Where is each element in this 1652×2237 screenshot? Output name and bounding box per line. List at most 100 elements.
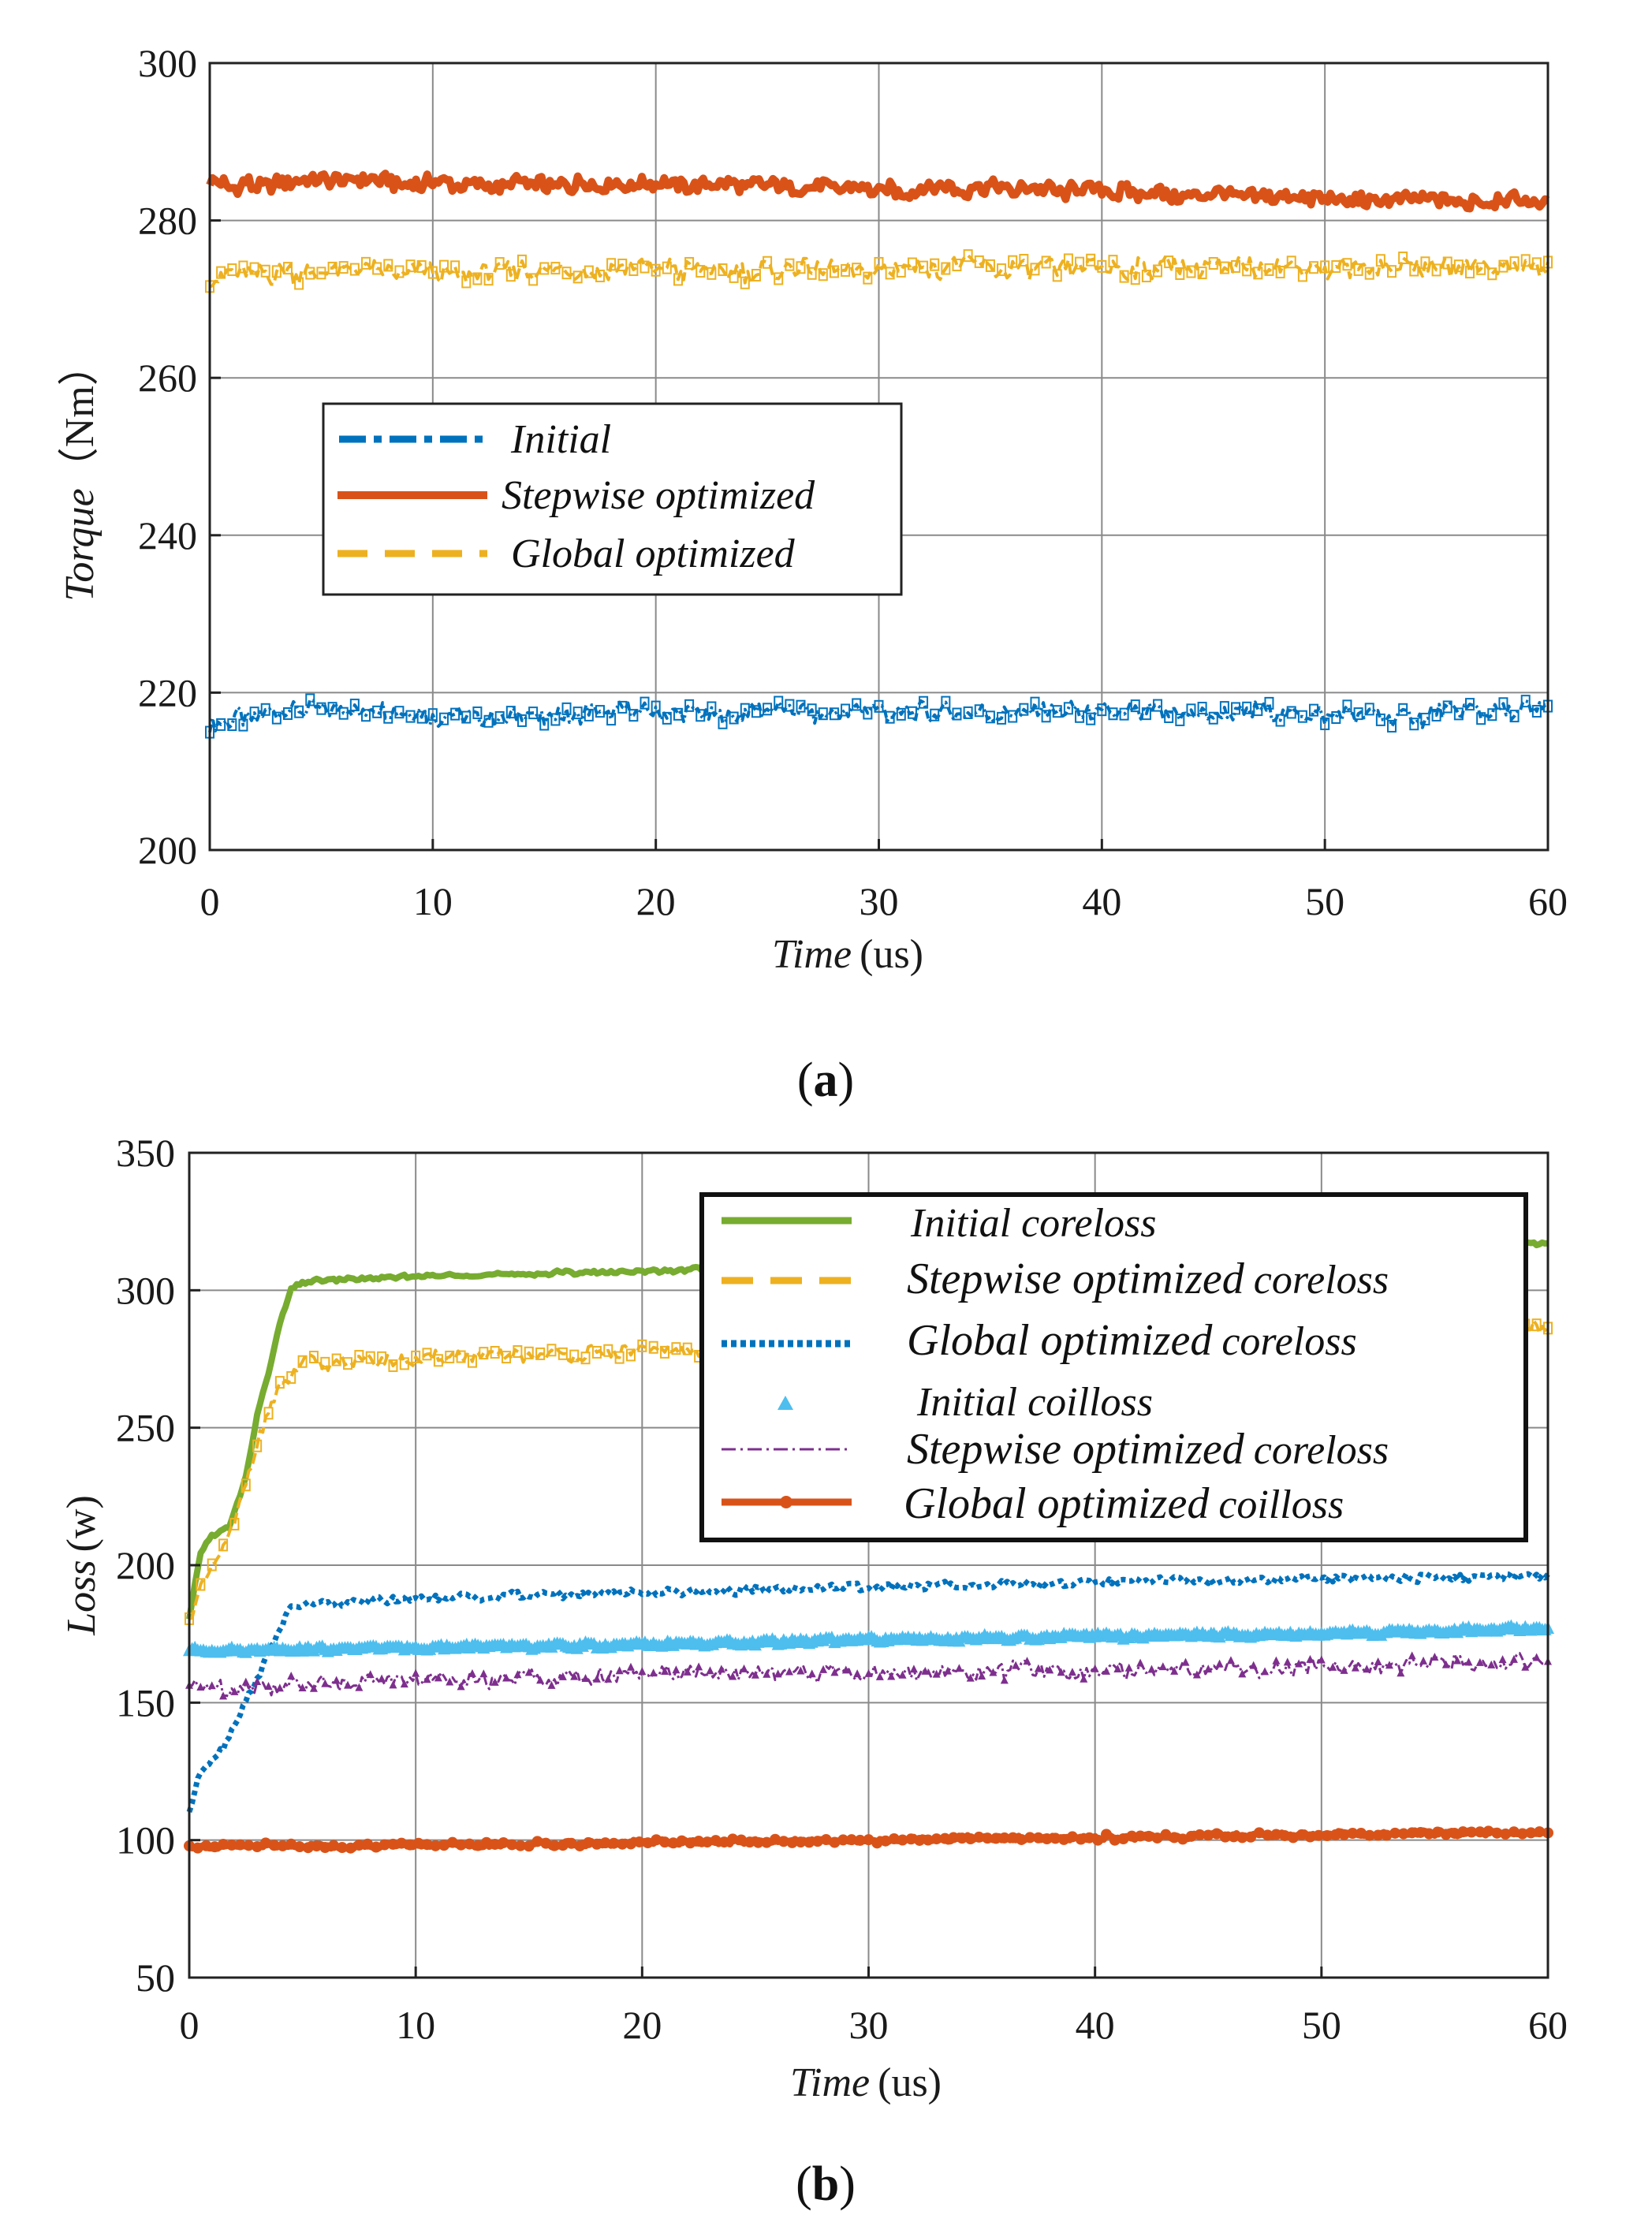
series-point	[595, 269, 605, 282]
series-point	[252, 1439, 263, 1452]
series-point	[693, 1835, 705, 1847]
series-point	[287, 1671, 296, 1680]
series-point	[200, 1840, 212, 1851]
series-point	[763, 703, 773, 716]
series-point	[572, 707, 583, 720]
legend-swatch-initial-coilloss	[778, 1396, 793, 1410]
series-point	[1372, 1829, 1384, 1841]
series-point	[774, 272, 784, 285]
series-point	[1525, 1827, 1537, 1839]
series-point	[930, 708, 940, 721]
series-point	[1385, 1661, 1393, 1669]
series-point	[305, 267, 315, 280]
series-point	[1192, 1670, 1201, 1679]
series-point	[885, 710, 895, 724]
series-point	[1516, 1828, 1528, 1840]
series-point	[1534, 1826, 1546, 1838]
series-point	[919, 695, 929, 709]
series-point	[1531, 1318, 1542, 1332]
series-point	[450, 707, 461, 721]
series-point	[249, 707, 259, 720]
series-point	[1041, 710, 1051, 723]
series-point	[1364, 267, 1374, 280]
series-point	[405, 259, 416, 273]
series-point	[227, 263, 237, 277]
series-point	[640, 260, 650, 274]
x-tick-label: 60	[1528, 879, 1568, 923]
series-point	[404, 1839, 416, 1851]
series-point	[667, 1837, 679, 1849]
series-point	[580, 1352, 591, 1365]
series-point	[974, 255, 984, 268]
y-tick-label: 250	[116, 1406, 175, 1450]
y-axis-label: Loss(w)	[59, 1495, 104, 1636]
series-point	[819, 1665, 828, 1673]
series-point	[370, 1841, 382, 1853]
series-point	[718, 1836, 730, 1848]
series-point	[829, 265, 839, 278]
legend-label-initial-coilloss: Initial coilloss	[916, 1380, 1153, 1425]
series-point	[489, 1838, 501, 1850]
series-point	[1398, 252, 1408, 265]
series-point	[1261, 1667, 1270, 1676]
series-line-stepwise-optimized	[206, 170, 1550, 213]
series-point	[1119, 707, 1129, 721]
legend-label-stepwise-coreloss-purple: Stepwise optimized coreloss	[907, 1425, 1389, 1474]
series-point	[955, 1664, 964, 1672]
series-point	[483, 273, 494, 286]
series-point	[1532, 1653, 1541, 1661]
series-point	[387, 1838, 399, 1850]
series-point	[1342, 258, 1352, 271]
series-point	[1329, 1662, 1337, 1671]
series-point	[941, 262, 951, 275]
series-point	[1409, 263, 1419, 277]
series-point	[377, 1351, 387, 1364]
series-point	[372, 262, 382, 275]
series-point	[1012, 1661, 1020, 1669]
series-point	[494, 257, 505, 270]
series-point	[662, 261, 672, 274]
series-point	[1398, 703, 1408, 716]
series-point	[638, 1667, 647, 1676]
series-point	[701, 1836, 713, 1848]
series-point	[1487, 708, 1497, 721]
series-point	[535, 1347, 546, 1360]
series-point	[1108, 707, 1118, 721]
series-point	[516, 714, 527, 727]
series-point	[457, 1682, 465, 1691]
series-point	[717, 1665, 725, 1673]
series-point	[1117, 1833, 1129, 1845]
series-point	[944, 1666, 953, 1675]
series-point	[625, 1348, 636, 1362]
series-point	[707, 701, 717, 714]
series-point	[1420, 256, 1430, 270]
series-point	[1476, 712, 1486, 725]
series-point	[649, 1668, 658, 1677]
series-point	[332, 1676, 341, 1684]
x-tick-label: 60	[1528, 2003, 1568, 2047]
series-point	[1091, 1664, 1099, 1672]
series-point	[1375, 713, 1385, 726]
series-point	[207, 1558, 217, 1571]
series-point	[875, 1672, 884, 1680]
legend-label-stepwise: Stepwise optimized	[502, 473, 815, 518]
series-point	[1331, 711, 1341, 725]
series-point	[249, 262, 259, 275]
series-point	[321, 1679, 330, 1687]
series-point	[293, 1841, 305, 1853]
series-point	[1353, 707, 1363, 721]
series-point	[1286, 706, 1296, 719]
series-point	[606, 258, 617, 271]
series-point	[774, 695, 784, 709]
series-point	[319, 1842, 331, 1854]
series-point	[1102, 1666, 1111, 1675]
series-point	[751, 1670, 759, 1679]
x-tick-label: 10	[413, 879, 453, 923]
series-point	[1052, 705, 1062, 718]
series-point	[546, 1344, 557, 1357]
series-point	[1364, 703, 1374, 716]
series-point	[549, 1840, 561, 1851]
series-point	[1430, 1652, 1439, 1661]
series-point	[751, 705, 761, 718]
series-point	[628, 709, 639, 722]
